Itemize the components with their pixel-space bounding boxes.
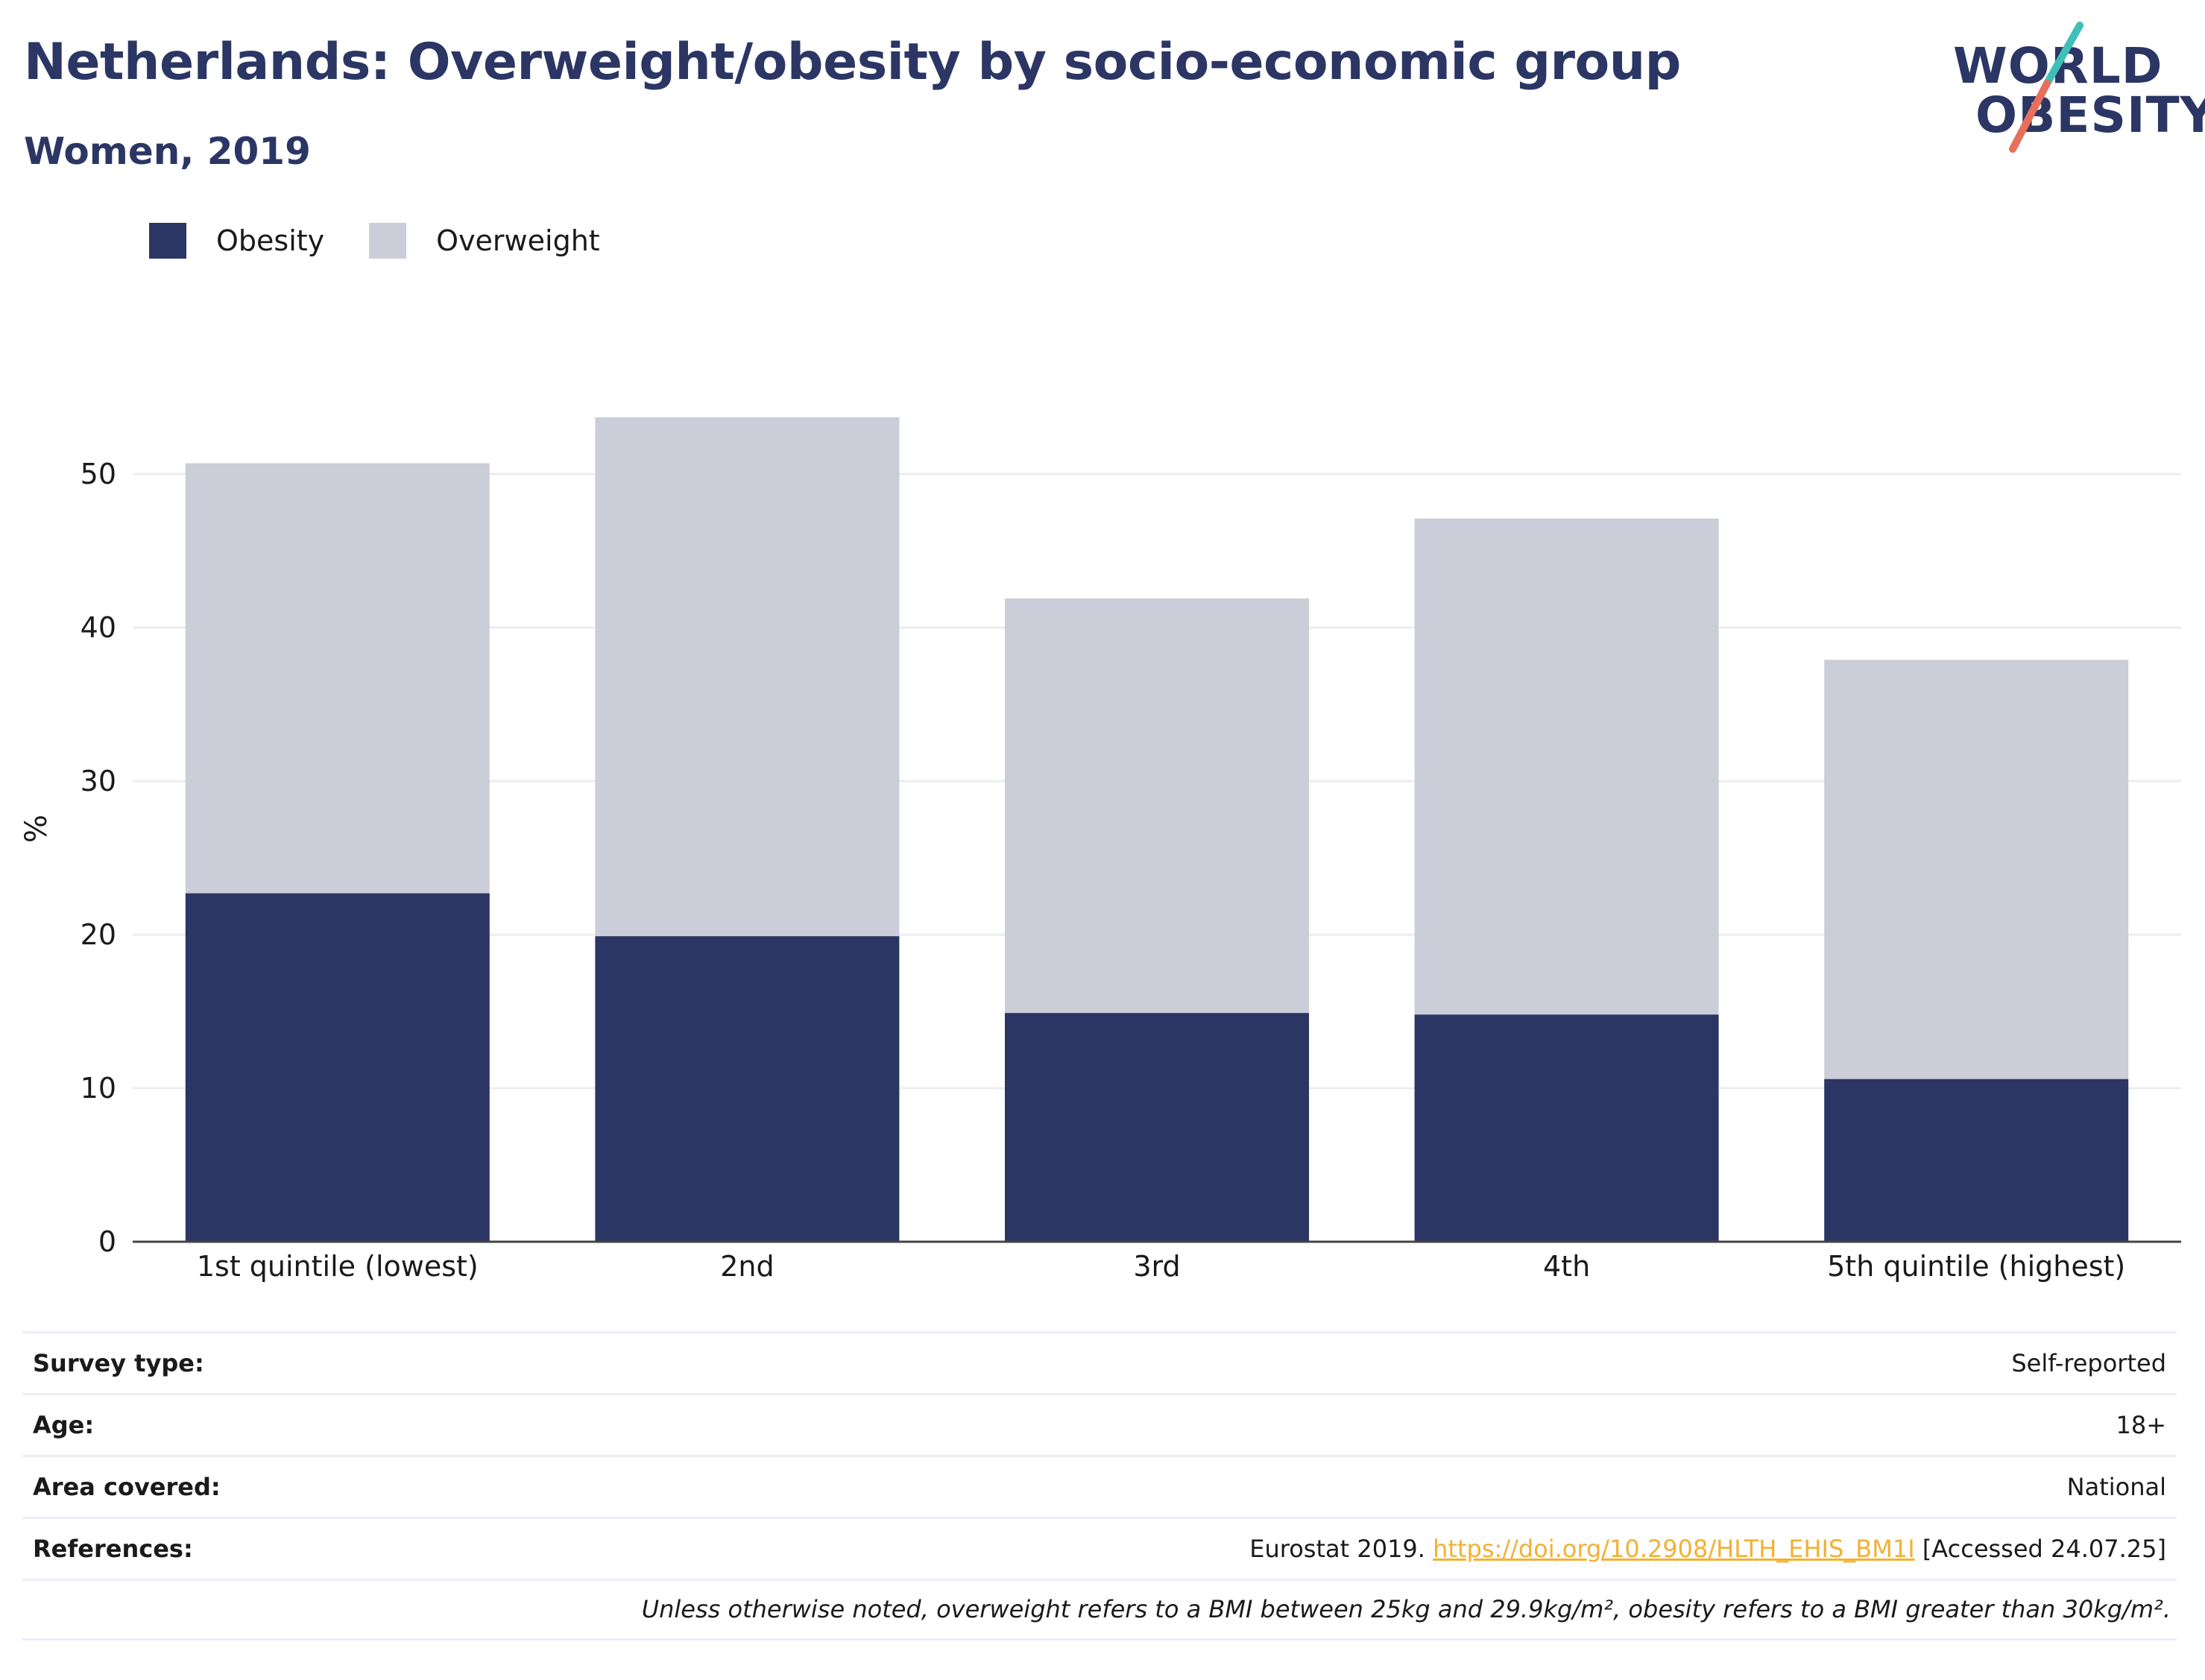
x-tick-label: 3rd [1133, 1250, 1180, 1283]
legend-swatch-overweight [369, 223, 407, 259]
info-key-area: Area covered: [33, 1473, 221, 1501]
x-tick-label: 5th quintile (highest) [1827, 1250, 2125, 1283]
x-tick-label: 4th [1543, 1250, 1590, 1283]
chart-legend: Obesity Overweight [149, 221, 645, 261]
info-value-area: National [2066, 1473, 2166, 1501]
chart-title: Netherlands: Overweight/obesity by socio… [24, 33, 1681, 92]
info-value-survey-type: Self-reported [2011, 1349, 2166, 1377]
bar-overweight-4 [1414, 518, 1719, 1015]
bar-chart: 0 10 20 30 40 50% 1st quintile (lowest) 2nd 3rd 4… [19, 417, 2181, 1283]
bar-overweight-1 [185, 463, 490, 894]
info-row-age: Age: 18+ [22, 1395, 2177, 1457]
bar-obesity-3 [1005, 1013, 1309, 1242]
chart-subtitle: Women, 2019 [24, 130, 311, 173]
world-obesity-logo[interactable]: WORLD OBESITY [1931, 15, 2205, 164]
y-tick-label: 20 [81, 918, 116, 951]
y-tick-label: 40 [81, 611, 116, 644]
info-table: Survey type: Self-reported Age: 18+ Area… [22, 1331, 2177, 1581]
logo-line-2: OBESITY [1975, 86, 2205, 144]
info-row-survey-type: Survey type: Self-reported [22, 1333, 2177, 1395]
legend-item-overweight[interactable]: Overweight [369, 223, 600, 259]
reference-prefix: Eurostat 2019. [1249, 1535, 1425, 1563]
legend-item-obesity[interactable]: Obesity [149, 223, 324, 259]
legend-swatch-obesity [149, 223, 186, 259]
y-tick-label: 30 [81, 765, 116, 798]
reference-suffix: [Accessed 24.07.25] [1922, 1535, 2166, 1563]
info-value-references: Eurostat 2019. https://doi.org/10.2908/H… [1249, 1535, 2166, 1563]
info-key-age: Age: [33, 1411, 95, 1439]
x-tick-label: 1st quintile (lowest) [197, 1250, 479, 1283]
info-row-references: References: Eurostat 2019. https://doi.o… [22, 1519, 2177, 1581]
bar-obesity-5 [1824, 1079, 2129, 1242]
info-row-area: Area covered: National [22, 1457, 2177, 1519]
y-tick-label: 50 [81, 458, 116, 490]
legend-label-overweight: Overweight [436, 224, 600, 257]
y-tick-label: 10 [81, 1072, 116, 1105]
bar-overweight-2 [595, 417, 900, 937]
reference-link[interactable]: https://doi.org/10.2908/HLTH_EHIS_BM1I [1433, 1535, 1915, 1563]
bmi-note: Unless otherwise noted, overweight refer… [641, 1595, 2171, 1623]
info-key-survey-type: Survey type: [33, 1349, 204, 1377]
info-value-age: 18+ [2116, 1411, 2166, 1439]
bar-overweight-5 [1824, 660, 2129, 1079]
x-tick-label: 2nd [720, 1250, 774, 1283]
logo-slash-icon [2009, 22, 2083, 153]
bar-obesity-2 [595, 936, 900, 1242]
y-tick-label: 0 [98, 1225, 116, 1258]
bar-overweight-3 [1005, 598, 1309, 1014]
y-axis-label: % [19, 815, 54, 843]
legend-label-obesity: Obesity [216, 224, 325, 257]
bar-obesity-1 [185, 893, 490, 1242]
info-key-references: References: [33, 1535, 193, 1563]
bar-obesity-4 [1414, 1014, 1719, 1242]
note-divider [22, 1638, 2177, 1640]
